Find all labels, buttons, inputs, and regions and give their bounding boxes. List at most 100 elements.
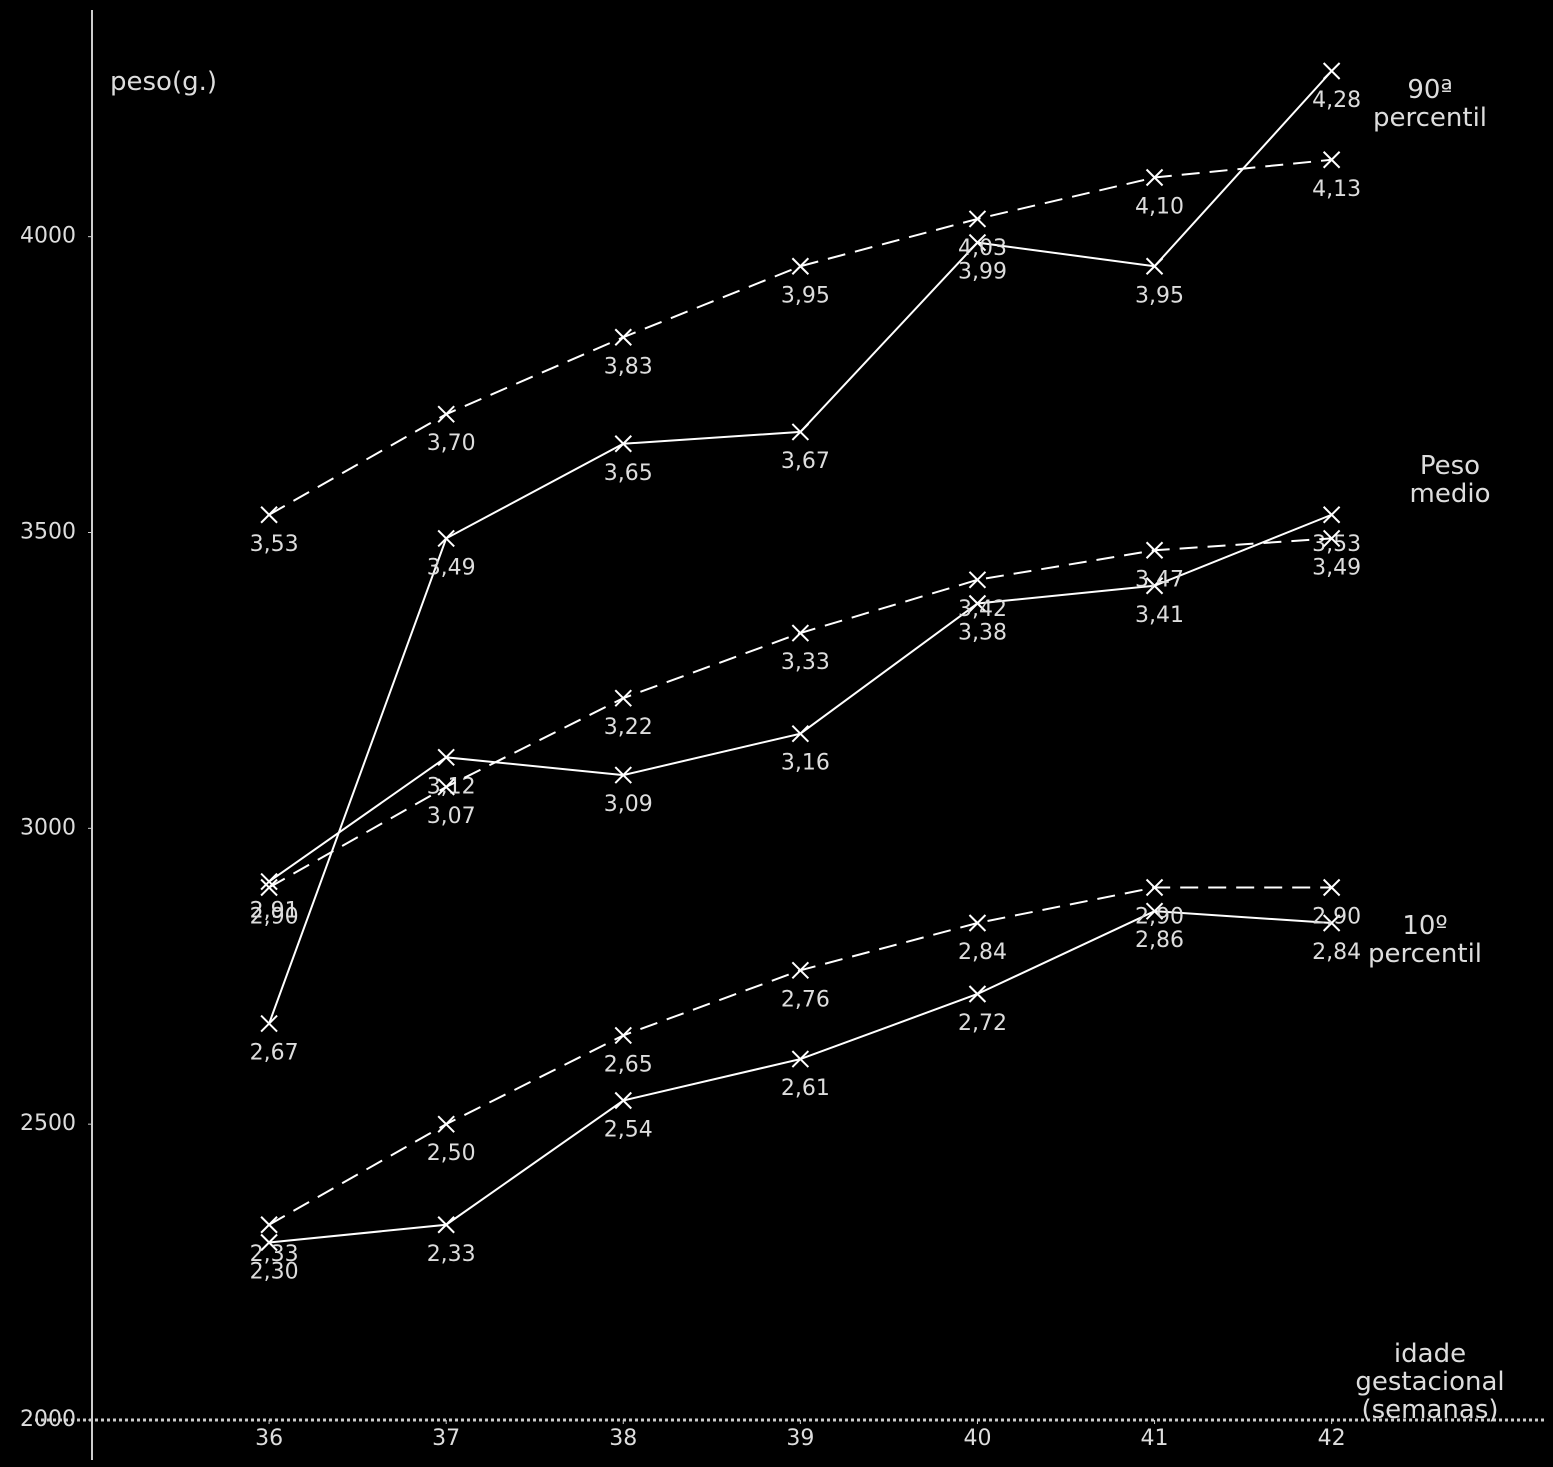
- data-label: 3,07: [427, 804, 476, 829]
- data-label: 2,84: [958, 940, 1007, 965]
- point-marker: [437, 778, 455, 796]
- point-marker: [791, 257, 810, 275]
- x-tick-label: 38: [609, 1426, 637, 1451]
- data-label: 2,91: [250, 899, 299, 924]
- data-label: 4,28: [1312, 88, 1361, 113]
- point-marker: [614, 689, 632, 707]
- point-marker: [260, 1014, 278, 1033]
- data-label: 3,47: [1135, 567, 1184, 592]
- point-marker: [968, 571, 987, 589]
- point-marker: [1322, 529, 1341, 548]
- y-tick-label: 4000: [20, 224, 76, 249]
- x-tick-label: 39: [786, 1426, 814, 1451]
- point-marker: [1145, 168, 1164, 187]
- data-label: 3,12: [427, 774, 476, 799]
- y-tick-label: 2000: [20, 1407, 76, 1432]
- data-label: 4,13: [1312, 177, 1361, 202]
- point-marker: [1322, 151, 1341, 169]
- x-axis-label: idade gestacional (semanas): [1355, 1339, 1505, 1425]
- group-label: Peso medio: [1409, 451, 1491, 509]
- data-label: 2,67: [250, 1041, 299, 1066]
- point-marker: [437, 1115, 455, 1133]
- data-label: 3,38: [958, 621, 1007, 646]
- point-marker: [968, 210, 987, 228]
- point-marker: [1145, 878, 1164, 897]
- point-marker: [437, 405, 455, 423]
- point-marker: [437, 529, 455, 548]
- data-label: 3,33: [781, 650, 830, 675]
- point-marker: [968, 985, 987, 1003]
- data-label: 3,65: [604, 461, 653, 486]
- point-marker: [968, 594, 987, 613]
- data-label: 4,03: [958, 236, 1007, 261]
- data-label: 2,76: [781, 987, 830, 1012]
- point-marker: [614, 1026, 632, 1045]
- data-label: 3,42: [958, 597, 1007, 622]
- data-label: 2,33: [250, 1242, 299, 1267]
- point-marker: [968, 914, 987, 932]
- data-label: 2,61: [781, 1076, 830, 1101]
- data-label: 2,90: [1135, 905, 1184, 930]
- data-label: 3,22: [604, 715, 653, 740]
- data-label: 3,53: [250, 532, 299, 557]
- data-label: 2,90: [1312, 905, 1361, 930]
- data-label: 2,90: [250, 905, 299, 930]
- group-label: 10º percentil: [1367, 911, 1483, 969]
- point-marker: [791, 624, 810, 642]
- data-label: 3,83: [604, 354, 653, 379]
- x-tick-label: 42: [1318, 1426, 1346, 1451]
- x-tick-label: 36: [255, 1426, 283, 1451]
- data-label: 2,33: [427, 1242, 476, 1267]
- data-label: 2,30: [250, 1260, 299, 1285]
- point-marker: [791, 961, 810, 980]
- data-label: 3,95: [781, 283, 830, 308]
- point-marker: [1145, 902, 1164, 920]
- point-marker: [1145, 577, 1164, 595]
- y-axis-label: peso(g.): [110, 67, 218, 97]
- data-label: 3,99: [958, 260, 1007, 285]
- point-marker: [1145, 541, 1164, 559]
- data-label: 3,09: [604, 792, 653, 817]
- data-label: 3,49: [427, 555, 476, 580]
- y-tick-label: 3500: [20, 520, 76, 545]
- point-marker: [614, 435, 632, 453]
- point-marker: [1322, 506, 1341, 524]
- point-marker: [260, 506, 278, 524]
- data-label: 2,84: [1312, 940, 1361, 965]
- point-marker: [260, 872, 278, 891]
- point-marker: [968, 233, 987, 252]
- point-marker: [260, 1216, 278, 1234]
- data-label: 2,50: [427, 1141, 476, 1166]
- data-label: 3,67: [781, 449, 830, 474]
- point-marker: [614, 1091, 632, 1110]
- point-marker: [614, 766, 632, 784]
- x-tick-label: 37: [432, 1426, 460, 1451]
- point-marker: [1322, 62, 1341, 80]
- point-marker: [260, 878, 278, 897]
- data-label: 2,65: [604, 1052, 653, 1077]
- point-marker: [437, 1216, 455, 1234]
- point-marker: [791, 724, 810, 743]
- data-label: 3,16: [781, 751, 830, 776]
- point-marker: [1322, 878, 1341, 897]
- data-label: 3,95: [1135, 283, 1184, 308]
- x-tick-label: 41: [1141, 1426, 1169, 1451]
- point-marker: [1322, 914, 1341, 932]
- data-label: 2,86: [1135, 928, 1184, 953]
- data-label: 3,49: [1312, 555, 1361, 580]
- point-marker: [614, 328, 632, 346]
- point-marker: [791, 1050, 810, 1068]
- point-marker: [260, 1233, 278, 1252]
- y-tick-label: 2500: [20, 1111, 76, 1136]
- data-label: 4,10: [1135, 195, 1184, 220]
- y-tick-label: 3000: [20, 815, 76, 840]
- x-tick-label: 40: [963, 1426, 991, 1451]
- data-label: 2,54: [604, 1118, 653, 1143]
- point-marker: [1145, 257, 1164, 275]
- data-label: 2,72: [958, 1011, 1007, 1036]
- group-label: 90ª percentil: [1372, 75, 1488, 133]
- data-label: 3,70: [427, 431, 476, 456]
- point-marker: [791, 423, 810, 441]
